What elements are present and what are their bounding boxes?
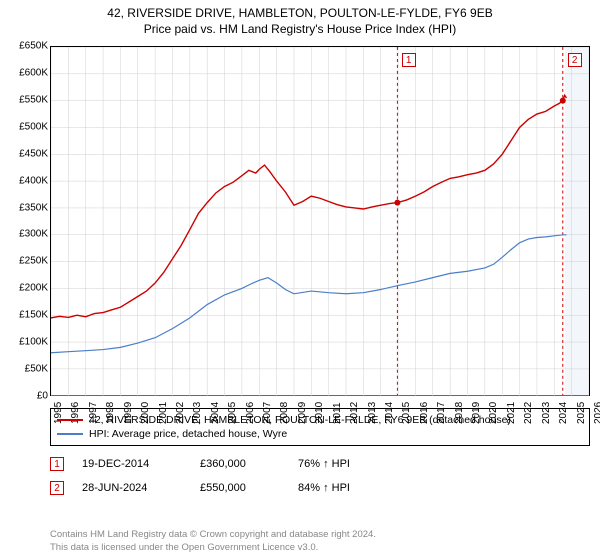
y-axis-tick: £350K (0, 202, 48, 213)
y-axis-tick: £450K (0, 148, 48, 159)
transaction-delta: 84% ↑ HPI (298, 482, 388, 494)
chart-area: 12 (50, 46, 590, 396)
transaction-price: £360,000 (200, 458, 280, 470)
chart-title: 42, RIVERSIDE DRIVE, HAMBLETON, POULTON-… (0, 0, 600, 20)
legend: 42, RIVERSIDE DRIVE, HAMBLETON, POULTON-… (50, 408, 590, 446)
y-axis-tick: £600K (0, 67, 48, 78)
y-axis-tick: £550K (0, 94, 48, 105)
transaction-marker-box: 2 (50, 481, 64, 495)
legend-row: HPI: Average price, detached house, Wyre (57, 427, 583, 441)
legend-swatch (57, 419, 83, 421)
footer-attribution: Contains HM Land Registry data © Crown c… (50, 529, 590, 554)
transactions: 1 19-DEC-2014 £360,000 76% ↑ HPI 2 28-JU… (50, 452, 590, 500)
chart-svg (51, 47, 589, 396)
y-axis-tick: £250K (0, 256, 48, 267)
y-axis-tick: £50K (0, 364, 48, 375)
legend-swatch (57, 433, 83, 435)
transaction-marker: 2 (568, 53, 582, 67)
chart-subtitle: Price paid vs. HM Land Registry's House … (0, 20, 600, 36)
y-axis-tick: £0 (0, 391, 48, 402)
y-axis-tick: £150K (0, 310, 48, 321)
transaction-marker: 1 (402, 53, 416, 67)
y-axis-tick: £500K (0, 121, 48, 132)
legend-label: HPI: Average price, detached house, Wyre (89, 428, 287, 440)
y-axis-tick: £650K (0, 41, 48, 52)
transaction-date: 28-JUN-2024 (82, 482, 182, 494)
y-axis-tick: £100K (0, 337, 48, 348)
transaction-delta: 76% ↑ HPI (298, 458, 388, 470)
footer-line-1: Contains HM Land Registry data © Crown c… (50, 529, 590, 541)
transaction-row: 2 28-JUN-2024 £550,000 84% ↑ HPI (50, 476, 590, 500)
y-axis-tick: £200K (0, 283, 48, 294)
transaction-price: £550,000 (200, 482, 280, 494)
x-axis-tick: 2026 (593, 402, 600, 424)
legend-row: 42, RIVERSIDE DRIVE, HAMBLETON, POULTON-… (57, 413, 583, 427)
y-axis-tick: £300K (0, 229, 48, 240)
footer-line-2: This data is licensed under the Open Gov… (50, 542, 590, 554)
transaction-marker-box: 1 (50, 457, 64, 471)
transaction-date: 19-DEC-2014 (82, 458, 182, 470)
legend-label: 42, RIVERSIDE DRIVE, HAMBLETON, POULTON-… (89, 414, 511, 426)
y-axis-tick: £400K (0, 175, 48, 186)
transaction-row: 1 19-DEC-2014 £360,000 76% ↑ HPI (50, 452, 590, 476)
